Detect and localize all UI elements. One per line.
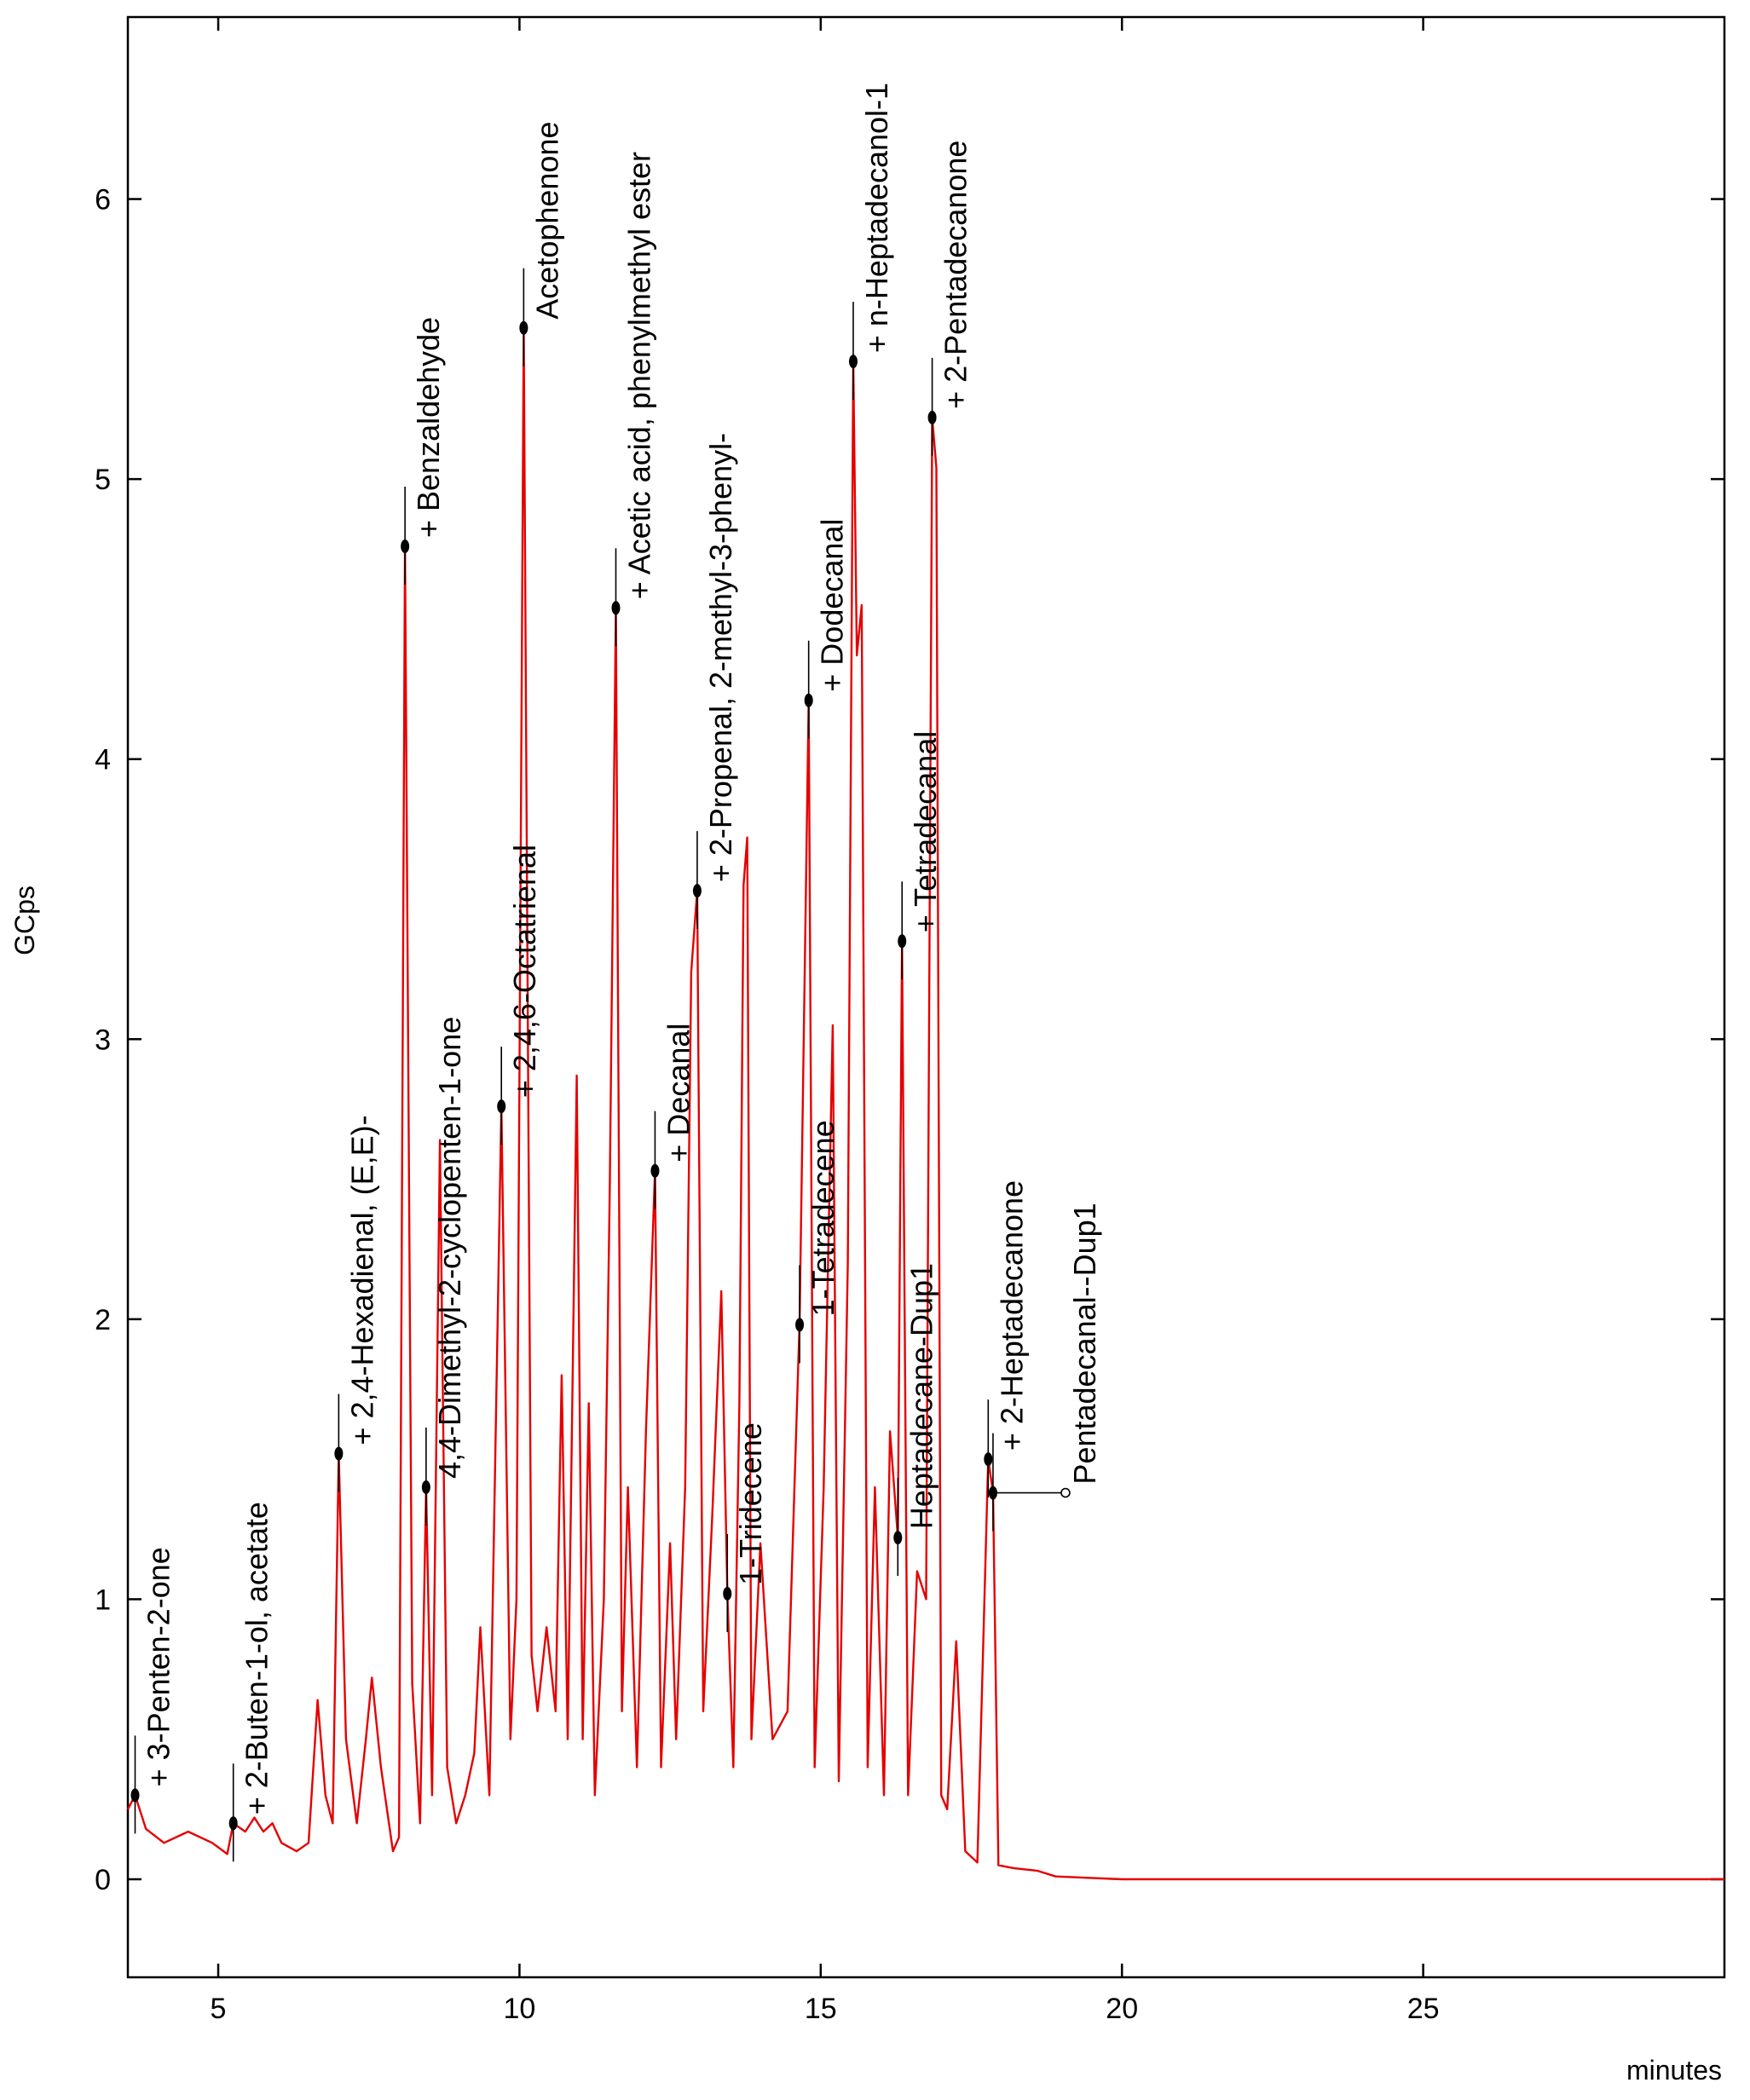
y-tick-label: 2 <box>95 1304 111 1336</box>
peak-annotation: + Decanal <box>650 1024 696 1209</box>
peak-annotation: + 2-Buten-1-ol, acetate <box>228 1502 274 1862</box>
peak-annotation: + Dodecanal <box>804 519 850 739</box>
peak-dot <box>650 1163 660 1178</box>
peak-label: + Benzaldehyde <box>411 317 446 538</box>
x-tick-label: 15 <box>805 1993 837 2025</box>
peak-label: + Tetradecanal <box>908 731 943 933</box>
dup-link-circle <box>1060 1487 1071 1498</box>
peak-dot <box>927 410 937 424</box>
peak-label: + 2-Pentadecanone <box>939 141 973 409</box>
peak-dot <box>421 1480 430 1494</box>
peak-dot <box>228 1816 238 1831</box>
peak-dot <box>848 355 858 369</box>
x-axis-title: minutes <box>1626 2055 1722 2086</box>
x-tick-label: 25 <box>1407 1993 1440 2025</box>
tick-layer: 5 10 15 20 25 0 1 2 3 4 5 6 <box>95 17 1724 2025</box>
peak-annotation: + Benzaldehyde <box>401 317 446 585</box>
peak-label: 1-Tetradecene <box>806 1120 840 1316</box>
peak-label: + Acetic acid, phenylmethyl ester <box>622 152 657 599</box>
peak-label: + Dodecanal <box>815 519 850 692</box>
peak-dot <box>692 884 702 898</box>
peak-label: + 2,4-Hexadienal, (E,E)- <box>344 1115 379 1445</box>
peak-annotation: + 3-Penten-2-one <box>130 1547 176 1834</box>
peak-dot <box>804 693 813 707</box>
peak-label: + 2-Heptadecanone <box>994 1180 1029 1451</box>
peak-annotation: + 2-Propenal, 2-methyl-3-phenyl- <box>692 433 738 930</box>
x-tick-label: 20 <box>1106 1993 1138 2025</box>
y-tick-label: 0 <box>95 1864 111 1896</box>
plot-frame <box>126 15 1726 1979</box>
peak-label: Heptadecane-Dup1 <box>904 1263 939 1529</box>
peak-dot <box>893 1531 903 1545</box>
x-tick-label: 10 <box>504 1993 536 2025</box>
peak-annotation: + 2-Heptadecanone <box>984 1180 1029 1498</box>
peak-label: Acetophenone <box>529 121 564 319</box>
y-tick-label: 1 <box>95 1584 111 1616</box>
peak-annotation: + Acetic acid, phenylmethyl ester <box>611 152 657 647</box>
y-tick-label: 6 <box>95 184 111 216</box>
peak-dot <box>334 1446 344 1461</box>
y-tick-label: 3 <box>95 1024 111 1056</box>
y-tick-label: 5 <box>95 464 111 496</box>
peak-annotation: + 2,4-Hexadienal, (E,E)- <box>334 1115 379 1492</box>
peak-dot <box>401 539 410 553</box>
peak-label: Pentadecanal--Dup1 <box>1067 1203 1102 1484</box>
peak-label: + Decanal <box>661 1024 696 1162</box>
peak-dot <box>723 1586 732 1601</box>
peak-label: + n-Heptadecanol-1 <box>859 83 894 353</box>
peak-dot <box>984 1452 993 1467</box>
peak-layer: + 3-Penten-2-one + 2-Buten-1-ol, acetate +… <box>130 83 1102 1862</box>
peak-annotation: + n-Heptadecanol-1 <box>848 83 894 401</box>
peak-dot <box>497 1099 506 1114</box>
peak-annotation: 1-Tridecene <box>723 1422 768 1632</box>
peak-label: 1-Tridecene <box>733 1422 768 1585</box>
peak-label: 4,4-Dimethyl-2-cyclopenten-1-one <box>432 1017 467 1479</box>
axes <box>126 15 1726 1979</box>
peak-dot <box>898 934 907 949</box>
peak-label: + 2,4,6-Octatrienal <box>507 845 542 1098</box>
x-tick-label: 5 <box>211 1993 227 2025</box>
peak-annotation: Heptadecane-Dup1 <box>893 1263 939 1577</box>
peak-label: + 2-Buten-1-ol, acetate <box>240 1502 274 1814</box>
peak-annotation: 4,4-Dimethyl-2-cyclopenten-1-one <box>421 1017 467 1526</box>
peak-dot <box>519 320 528 335</box>
peak-annotation: Pentadecanal--Dup1 <box>988 1203 1102 1532</box>
peak-annotation: Acetophenone <box>519 121 564 366</box>
peak-annotation: + Tetradecanal <box>898 731 943 980</box>
peak-dot <box>611 601 621 615</box>
peak-annotation: + 2-Pentadecanone <box>927 141 973 456</box>
peak-dot <box>795 1318 805 1332</box>
peak-label: + 2-Propenal, 2-methyl-3-phenyl- <box>703 433 738 882</box>
y-axis-title: GCps <box>9 886 40 955</box>
y-tick-label: 4 <box>95 744 111 776</box>
peak-annotation: 1-Tetradecene <box>795 1120 840 1364</box>
chromatogram-trace <box>126 326 1724 1881</box>
peak-annotation: + 2,4,6-Octatrienal <box>497 845 542 1145</box>
trace-layer <box>126 326 1724 1881</box>
peak-label: + 3-Penten-2-one <box>141 1547 176 1786</box>
peak-dot <box>130 1788 140 1803</box>
